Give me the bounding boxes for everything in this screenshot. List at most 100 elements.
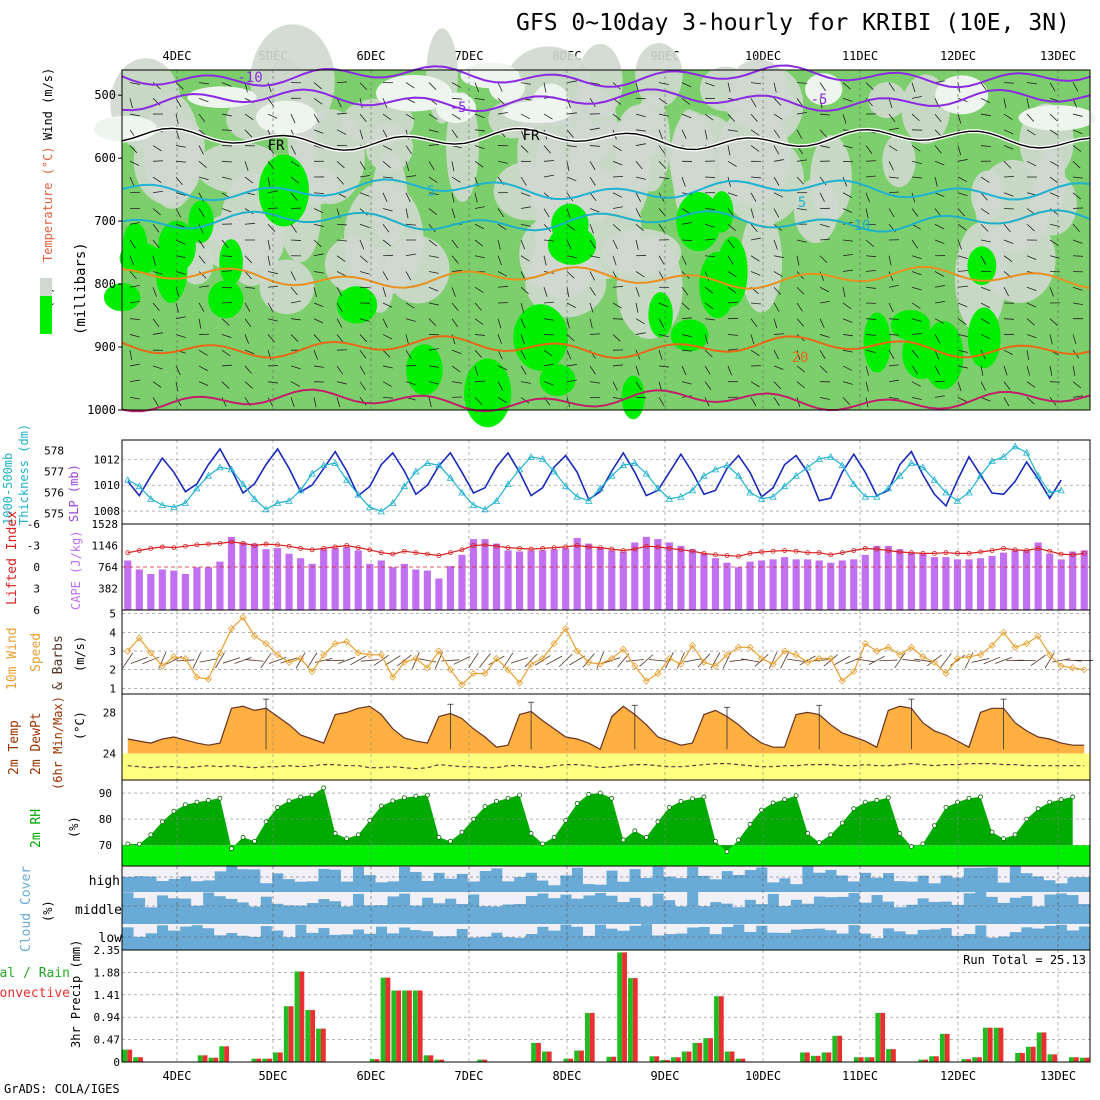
wind-barb	[566, 208, 571, 219]
wind-barb	[359, 255, 368, 263]
wind-barb	[658, 365, 669, 368]
rh-moist-area	[539, 364, 576, 396]
wind-barb-10m	[1052, 658, 1071, 663]
wind10m-point	[527, 660, 535, 668]
wind-barb	[658, 318, 665, 328]
cloud-clear-segment	[848, 866, 861, 882]
cape-bar	[435, 578, 443, 610]
cape-bar	[458, 554, 466, 610]
wind-barb	[727, 145, 731, 156]
precip-convective-bar	[310, 1010, 316, 1062]
precip-total-bar	[574, 1050, 580, 1062]
cape-bar	[331, 548, 339, 610]
lifted-index-point	[736, 553, 741, 559]
lifted-index-line	[127, 541, 1085, 557]
wind-barb	[1072, 207, 1084, 209]
ylabel-cloud: Cloud Cover	[19, 866, 34, 952]
wind-barb	[405, 253, 416, 257]
wind-barb	[336, 223, 348, 226]
thickness-point	[688, 486, 697, 494]
cape-bar	[539, 550, 547, 610]
wind-barb-10m	[940, 652, 952, 668]
wind-barb	[750, 271, 761, 276]
cloud-clear-segment	[444, 892, 457, 899]
cape-bar	[124, 560, 132, 610]
precip-total-bar	[735, 1058, 741, 1062]
wind-barb	[773, 397, 780, 406]
wind-barb	[497, 381, 504, 391]
wind-barb	[152, 208, 161, 216]
wind10m-point	[907, 643, 915, 651]
wind10m-point	[665, 654, 673, 663]
wind-barb	[911, 318, 922, 322]
precip-convective-bar	[869, 1057, 875, 1062]
ylabel-wind10m-1: 10m Wind	[5, 627, 20, 690]
cape-bar	[711, 558, 720, 610]
cloud-clear-segment	[306, 866, 319, 882]
rh-moist-area	[670, 319, 709, 352]
precip-convective-bar	[568, 1058, 574, 1062]
cape-bar	[700, 553, 708, 610]
thickness-point	[873, 492, 881, 500]
wind-barb	[934, 160, 945, 166]
cape-bar	[400, 563, 408, 610]
wind10m-point	[550, 640, 558, 648]
cloud-clear-segment	[974, 924, 987, 926]
wind-barb	[244, 349, 255, 355]
cloud-clear-segment	[617, 892, 630, 903]
wind-barb	[911, 145, 921, 152]
rh-moist-area	[967, 246, 997, 286]
wind-barb	[819, 176, 827, 186]
wind10m-point	[654, 669, 662, 678]
cloud-clear-segment	[168, 924, 181, 931]
cloud-clear-segment	[1066, 924, 1079, 931]
wind-barb	[635, 161, 643, 170]
rh2m-point	[643, 834, 649, 840]
cape-bar	[665, 542, 673, 610]
wind-barb	[727, 129, 738, 132]
wind-barb	[658, 302, 669, 308]
wind-barb-10m	[683, 658, 702, 663]
thickness-point	[273, 499, 282, 506]
wind-barb	[1003, 82, 1015, 84]
cloud-clear-segment	[260, 892, 273, 897]
lifted-index-point	[816, 550, 822, 556]
wind-barb	[566, 379, 577, 383]
wind-barb-10m	[546, 655, 563, 666]
wind-barb	[681, 82, 692, 88]
precip-total-bar	[800, 1052, 805, 1062]
cloud-clear-segment	[755, 866, 768, 868]
wind-barb	[382, 239, 392, 247]
wind-barb	[980, 365, 984, 376]
cloud-clear-segment	[606, 892, 619, 896]
rh-very-dry-area	[375, 74, 452, 112]
wind-barb	[497, 334, 503, 344]
cloud-clear-segment	[536, 866, 549, 881]
precip-convective-bar	[977, 1057, 982, 1062]
wind-barb	[658, 334, 669, 338]
wind-barb	[865, 270, 876, 272]
thickness-point	[354, 490, 362, 498]
rh-dry-area	[144, 93, 201, 209]
ylabel-lifted-index: Lifted Index	[5, 511, 20, 605]
cloud-clear-segment	[709, 866, 722, 880]
precip-total-bar	[477, 1059, 483, 1062]
wind-barb	[796, 286, 805, 295]
wind-barb	[980, 208, 990, 215]
wind10m-point	[423, 664, 431, 672]
wind-barb	[405, 349, 412, 359]
wind-barb	[1003, 129, 1014, 135]
lifted-index-point	[805, 550, 811, 556]
wind10m-point	[792, 651, 800, 659]
wind-barb	[934, 239, 945, 244]
rh2m-point	[736, 837, 741, 843]
wind-barb	[612, 145, 622, 152]
wind-barb	[773, 349, 780, 360]
wind-barb	[888, 271, 894, 281]
wind-barb	[819, 129, 827, 138]
rh-moist-area	[967, 307, 1001, 369]
wind10m-point	[400, 658, 408, 666]
wind10m-point	[585, 658, 593, 666]
y-tick-label-rh: 90	[99, 787, 112, 800]
wind10m-point	[181, 654, 189, 663]
